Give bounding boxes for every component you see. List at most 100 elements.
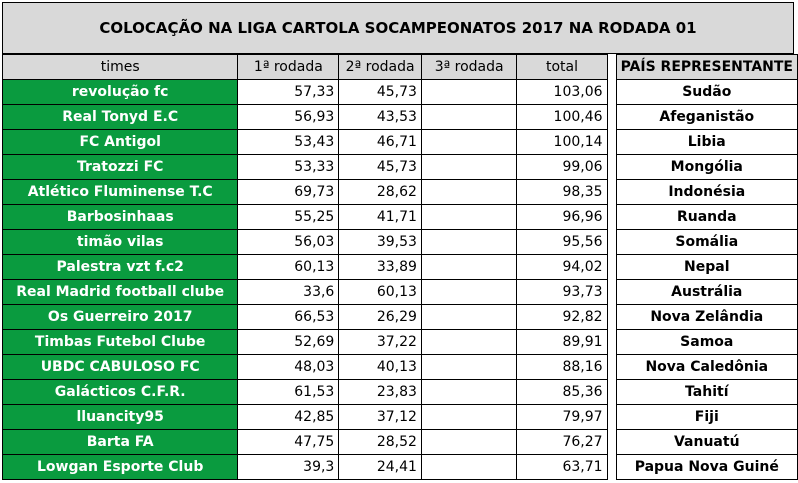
round-1-cell: 60,13: [237, 254, 340, 280]
table-row: revolução fc 57,33 45,73 103,06 Sudão: [1, 79, 798, 105]
team-cell: Galácticos C.F.R.: [1, 379, 239, 405]
round-1-cell: 56,03: [237, 229, 340, 255]
round-2-cell: 41,71: [338, 204, 422, 230]
round-3-cell: [420, 179, 518, 205]
round-1-cell: 39,3: [237, 454, 340, 480]
gap-cell: [606, 454, 617, 480]
team-cell: Atlético Fluminense T.C: [1, 179, 239, 205]
round-3-cell: [420, 429, 518, 455]
team-cell: FC Antigol: [1, 129, 239, 155]
table-row: lluancity95 42,85 37,12 79,97 Fiji: [1, 404, 798, 430]
total-cell: 94,02: [516, 254, 608, 280]
header-total: total: [516, 54, 608, 80]
header-country: PAÍS REPRESENTANTE: [615, 54, 798, 80]
round-3-cell: [420, 379, 518, 405]
round-1-cell: 66,53: [237, 304, 340, 330]
table-row: UBDC CABULOSO FC 48,03 40,13 88,16 Nova Cale…: [1, 354, 798, 380]
round-2-cell: 45,73: [338, 154, 422, 180]
total-cell: 100,46: [516, 104, 608, 130]
total-cell: 95,56: [516, 229, 608, 255]
round-3-cell: [420, 404, 518, 430]
table-row: Timbas Futebol Clube 52,69 37,22 89,91 Samoa: [1, 329, 798, 355]
round-1-cell: 53,43: [237, 129, 340, 155]
table-row: Barbosinhaas 55,25 41,71 96,96 Ruanda: [1, 204, 798, 230]
round-2-cell: 24,41: [338, 454, 422, 480]
round-2-cell: 39,53: [338, 229, 422, 255]
country-cell: Sudão: [615, 79, 798, 105]
gap-cell: [606, 304, 617, 330]
total-cell: 88,16: [516, 354, 608, 380]
table-title: COLOCAÇÃO NA LIGA CARTOLA SOCAMPEONATOS …: [2, 2, 794, 54]
round-2-cell: 46,71: [338, 129, 422, 155]
team-cell: Real Madrid football clube: [1, 279, 239, 305]
header-row: times 1ª rodada 2ª rodada 3ª rodada tota…: [1, 54, 798, 80]
round-2-cell: 28,52: [338, 429, 422, 455]
round-3-cell: [420, 354, 518, 380]
gap-cell: [606, 104, 617, 130]
total-cell: 93,73: [516, 279, 608, 305]
country-cell: Libia: [615, 129, 798, 155]
table-row: Tratozzi FC 53,33 45,73 99,06 Mongólia: [1, 154, 798, 180]
gap-cell: [606, 429, 617, 455]
gap-cell: [606, 329, 617, 355]
round-3-cell: [420, 154, 518, 180]
round-1-cell: 48,03: [237, 354, 340, 380]
round-1-cell: 52,69: [237, 329, 340, 355]
total-cell: 85,36: [516, 379, 608, 405]
round-1-cell: 69,73: [237, 179, 340, 205]
round-2-cell: 60,13: [338, 279, 422, 305]
gap-cell: [606, 229, 617, 255]
header-times: times: [1, 54, 239, 80]
round-3-cell: [420, 454, 518, 480]
team-cell: Lowgan Esporte Club: [1, 454, 239, 480]
country-cell: Fiji: [615, 404, 798, 430]
gap-cell: [606, 179, 617, 205]
country-cell: Austrália: [615, 279, 798, 305]
header-round-3: 3ª rodada: [420, 54, 518, 80]
team-cell: Os Guerreiro 2017: [1, 304, 239, 330]
round-1-cell: 55,25: [237, 204, 340, 230]
round-2-cell: 40,13: [338, 354, 422, 380]
gap-cell: [606, 204, 617, 230]
header-round-1: 1ª rodada: [237, 54, 340, 80]
header-round-2: 2ª rodada: [338, 54, 422, 80]
table-row: Barta FA 47,75 28,52 76,27 Vanuatú: [1, 429, 798, 455]
country-cell: Indonésia: [615, 179, 798, 205]
country-cell: Tahití: [615, 379, 798, 405]
table-row: Palestra vzt f.c2 60,13 33,89 94,02 Nepal: [1, 254, 798, 280]
round-3-cell: [420, 204, 518, 230]
team-cell: UBDC CABULOSO FC: [1, 354, 239, 380]
total-cell: 76,27: [516, 429, 608, 455]
round-3-cell: [420, 304, 518, 330]
team-cell: Real Tonyd E.C: [1, 104, 239, 130]
standings-table: times 1ª rodada 2ª rodada 3ª rodada tota…: [1, 54, 798, 480]
round-3-cell: [420, 129, 518, 155]
team-cell: lluancity95: [1, 404, 239, 430]
round-2-cell: 37,12: [338, 404, 422, 430]
gap-cell: [606, 79, 617, 105]
total-cell: 100,14: [516, 129, 608, 155]
round-1-cell: 56,93: [237, 104, 340, 130]
team-cell: Palestra vzt f.c2: [1, 254, 239, 280]
table-row: timão vilas 56,03 39,53 95,56 Somália: [1, 229, 798, 255]
round-2-cell: 28,62: [338, 179, 422, 205]
team-cell: timão vilas: [1, 229, 239, 255]
gap-cell: [606, 354, 617, 380]
table-row: Lowgan Esporte Club 39,3 24,41 63,71 Papua N…: [1, 454, 798, 480]
round-3-cell: [420, 104, 518, 130]
country-cell: Nova Caledônia: [615, 354, 798, 380]
gap-cell: [606, 279, 617, 305]
round-3-cell: [420, 229, 518, 255]
gap-cell: [606, 379, 617, 405]
total-cell: 99,06: [516, 154, 608, 180]
round-1-cell: 47,75: [237, 429, 340, 455]
country-cell: Samoa: [615, 329, 798, 355]
total-cell: 103,06: [516, 79, 608, 105]
table-row: Galácticos C.F.R. 61,53 23,83 85,36 Tahití: [1, 379, 798, 405]
total-cell: 63,71: [516, 454, 608, 480]
gap-cell: [606, 254, 617, 280]
round-1-cell: 42,85: [237, 404, 340, 430]
gap-cell: [606, 129, 617, 155]
table-row: Atlético Fluminense T.C 69,73 28,62 98,35 In…: [1, 179, 798, 205]
